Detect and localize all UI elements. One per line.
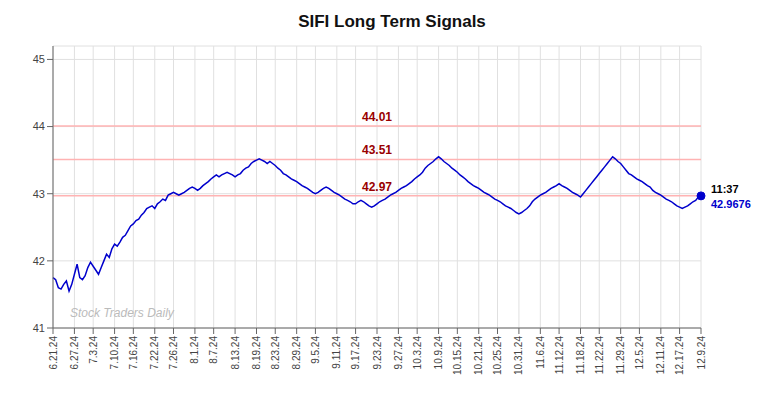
svg-text:10.21.24: 10.21.24 [473,336,484,375]
svg-text:11.18.24: 11.18.24 [575,336,586,375]
svg-text:44.01: 44.01 [362,110,392,124]
html-text:SIFI Long Term Signals: SIFI Long Term Signals [298,12,486,31]
svg-text:8.1.24: 8.1.24 [189,336,200,364]
svg-text:8.23.24: 8.23.24 [270,336,281,370]
svg-text:10.9.24: 10.9.24 [433,336,444,370]
svg-text:12.11.24: 12.11.24 [655,336,666,375]
svg-text:8.19.24: 8.19.24 [251,336,262,370]
svg-text:11:37: 11:37 [711,183,739,195]
svg-text:8.29.24: 8.29.24 [291,336,302,370]
svg-text:43.51: 43.51 [362,143,392,157]
svg-text:8.13.24: 8.13.24 [230,336,241,370]
svg-text:11.22.24: 11.22.24 [594,336,605,375]
svg-text:12.5.24: 12.5.24 [634,336,645,370]
svg-text:7.3.24: 7.3.24 [88,336,99,364]
svg-text:9.17.24: 9.17.24 [350,336,361,370]
svg-text:41: 41 [33,322,45,334]
svg-text:12.17.24: 12.17.24 [674,336,685,375]
svg-text:7.22.24: 7.22.24 [149,336,160,370]
svg-text:8.7.24: 8.7.24 [208,336,219,364]
svg-text:9.11.24: 9.11.24 [331,336,342,369]
svg-text:42: 42 [33,255,45,267]
svg-text:45: 45 [33,53,45,65]
svg-text:9.5.24: 9.5.24 [310,336,321,364]
svg-text:42.9676: 42.9676 [711,198,751,210]
svg-text:6.27.24: 6.27.24 [69,336,80,370]
svg-text:7.26.24: 7.26.24 [168,336,179,370]
svg-text:11.12.24: 11.12.24 [554,336,565,375]
svg-text:11.6.24: 11.6.24 [535,336,546,369]
svg-text:6.21.24: 6.21.24 [48,336,59,370]
html-text:Stock Traders Daily: Stock Traders Daily [70,306,174,320]
svg-text:10.31.24: 10.31.24 [513,336,524,375]
svg-text:10.3.24: 10.3.24 [412,336,423,370]
svg-text:44: 44 [33,120,45,132]
svg-text:7.10.24: 7.10.24 [109,336,120,370]
svg-text:43: 43 [33,188,45,200]
svg-text:9.23.24: 9.23.24 [372,336,383,370]
svg-text:11.29.24: 11.29.24 [615,336,626,375]
svg-text:42.97: 42.97 [362,180,392,194]
svg-text:10.15.24: 10.15.24 [452,336,463,375]
svg-text:10.25.24: 10.25.24 [492,336,503,375]
svg-text:7.16.24: 7.16.24 [128,336,139,370]
svg-text:12.9.24: 12.9.24 [696,336,707,370]
svg-text:9.27.24: 9.27.24 [393,336,404,370]
